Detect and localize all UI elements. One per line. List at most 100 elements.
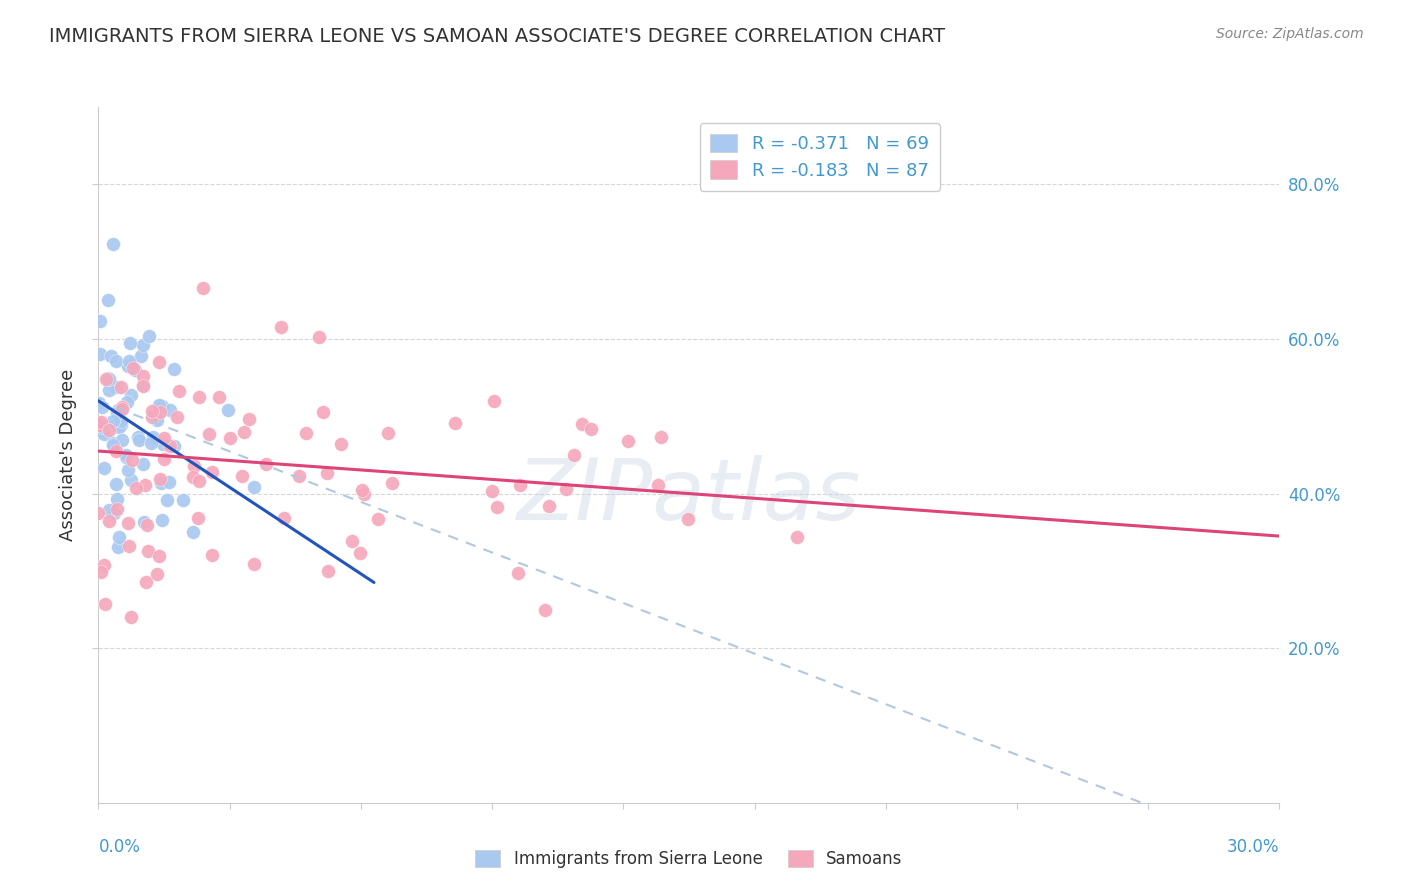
Point: [444, 416, 467, 430]
Point: [352, 483, 374, 498]
Point: [159, 403, 181, 417]
Text: 30.0%: 30.0%: [1227, 838, 1279, 856]
Point: [150, 399, 173, 413]
Point: [125, 481, 148, 495]
Point: [232, 425, 254, 439]
Point: [188, 390, 211, 404]
Point: [115, 448, 138, 462]
Point: [101, 436, 124, 450]
Point: [120, 336, 142, 351]
Point: [197, 427, 219, 442]
Point: [101, 438, 124, 452]
Point: [139, 436, 162, 450]
Point: [153, 452, 176, 467]
Point: [509, 478, 531, 492]
Point: [91, 401, 114, 415]
Point: [647, 477, 669, 491]
Point: [149, 405, 172, 419]
Point: [120, 388, 142, 402]
Point: [183, 469, 205, 483]
Point: [97, 514, 120, 528]
Point: [579, 422, 602, 436]
Point: [340, 534, 363, 549]
Point: [167, 384, 190, 399]
Point: [134, 478, 156, 492]
Point: [127, 430, 149, 444]
Point: [254, 458, 277, 472]
Point: [163, 439, 186, 453]
Point: [481, 484, 503, 499]
Point: [89, 417, 111, 432]
Point: [97, 372, 120, 386]
Point: [97, 423, 120, 437]
Point: [103, 414, 125, 428]
Point: [288, 469, 311, 483]
Point: [121, 453, 143, 467]
Point: [97, 371, 120, 385]
Point: [484, 393, 506, 408]
Point: [349, 546, 371, 560]
Point: [534, 603, 557, 617]
Point: [142, 430, 165, 444]
Point: [141, 410, 163, 425]
Point: [105, 380, 128, 394]
Point: [110, 414, 132, 428]
Point: [117, 359, 139, 373]
Point: [187, 475, 209, 489]
Point: [89, 314, 111, 328]
Y-axis label: Associate's Degree: Associate's Degree: [59, 368, 77, 541]
Point: [100, 349, 122, 363]
Point: [217, 403, 239, 417]
Point: [120, 359, 142, 373]
Point: [183, 458, 205, 473]
Point: [87, 506, 110, 520]
Point: [98, 383, 121, 397]
Point: [90, 423, 112, 437]
Point: [152, 436, 174, 450]
Point: [555, 482, 578, 496]
Point: [131, 350, 153, 364]
Point: [110, 380, 132, 394]
Point: [231, 469, 253, 483]
Point: [308, 330, 330, 344]
Point: [128, 433, 150, 447]
Point: [104, 477, 127, 491]
Point: [367, 512, 389, 526]
Point: [381, 475, 404, 490]
Point: [132, 516, 155, 530]
Point: [107, 540, 129, 554]
Point: [141, 404, 163, 418]
Point: [111, 434, 134, 448]
Point: [110, 417, 132, 432]
Point: [270, 319, 292, 334]
Point: [122, 360, 145, 375]
Point: [90, 415, 112, 429]
Point: [135, 574, 157, 589]
Point: [311, 405, 333, 419]
Point: [148, 354, 170, 368]
Point: [138, 329, 160, 343]
Legend: R = -0.371   N = 69, R = -0.183   N = 87: R = -0.371 N = 69, R = -0.183 N = 87: [700, 123, 939, 191]
Point: [146, 567, 169, 582]
Point: [120, 610, 142, 624]
Point: [118, 354, 141, 368]
Point: [330, 437, 353, 451]
Point: [157, 475, 180, 490]
Point: [152, 431, 174, 445]
Point: [201, 549, 224, 563]
Point: [273, 511, 295, 525]
Point: [117, 516, 139, 531]
Point: [132, 378, 155, 392]
Point: [678, 512, 700, 526]
Point: [93, 461, 115, 475]
Point: [105, 492, 128, 507]
Point: [105, 406, 128, 420]
Point: [124, 363, 146, 377]
Point: [146, 413, 169, 427]
Point: [107, 530, 129, 544]
Point: [105, 502, 128, 516]
Point: [149, 472, 172, 486]
Point: [136, 518, 159, 533]
Point: [103, 506, 125, 520]
Point: [115, 450, 138, 464]
